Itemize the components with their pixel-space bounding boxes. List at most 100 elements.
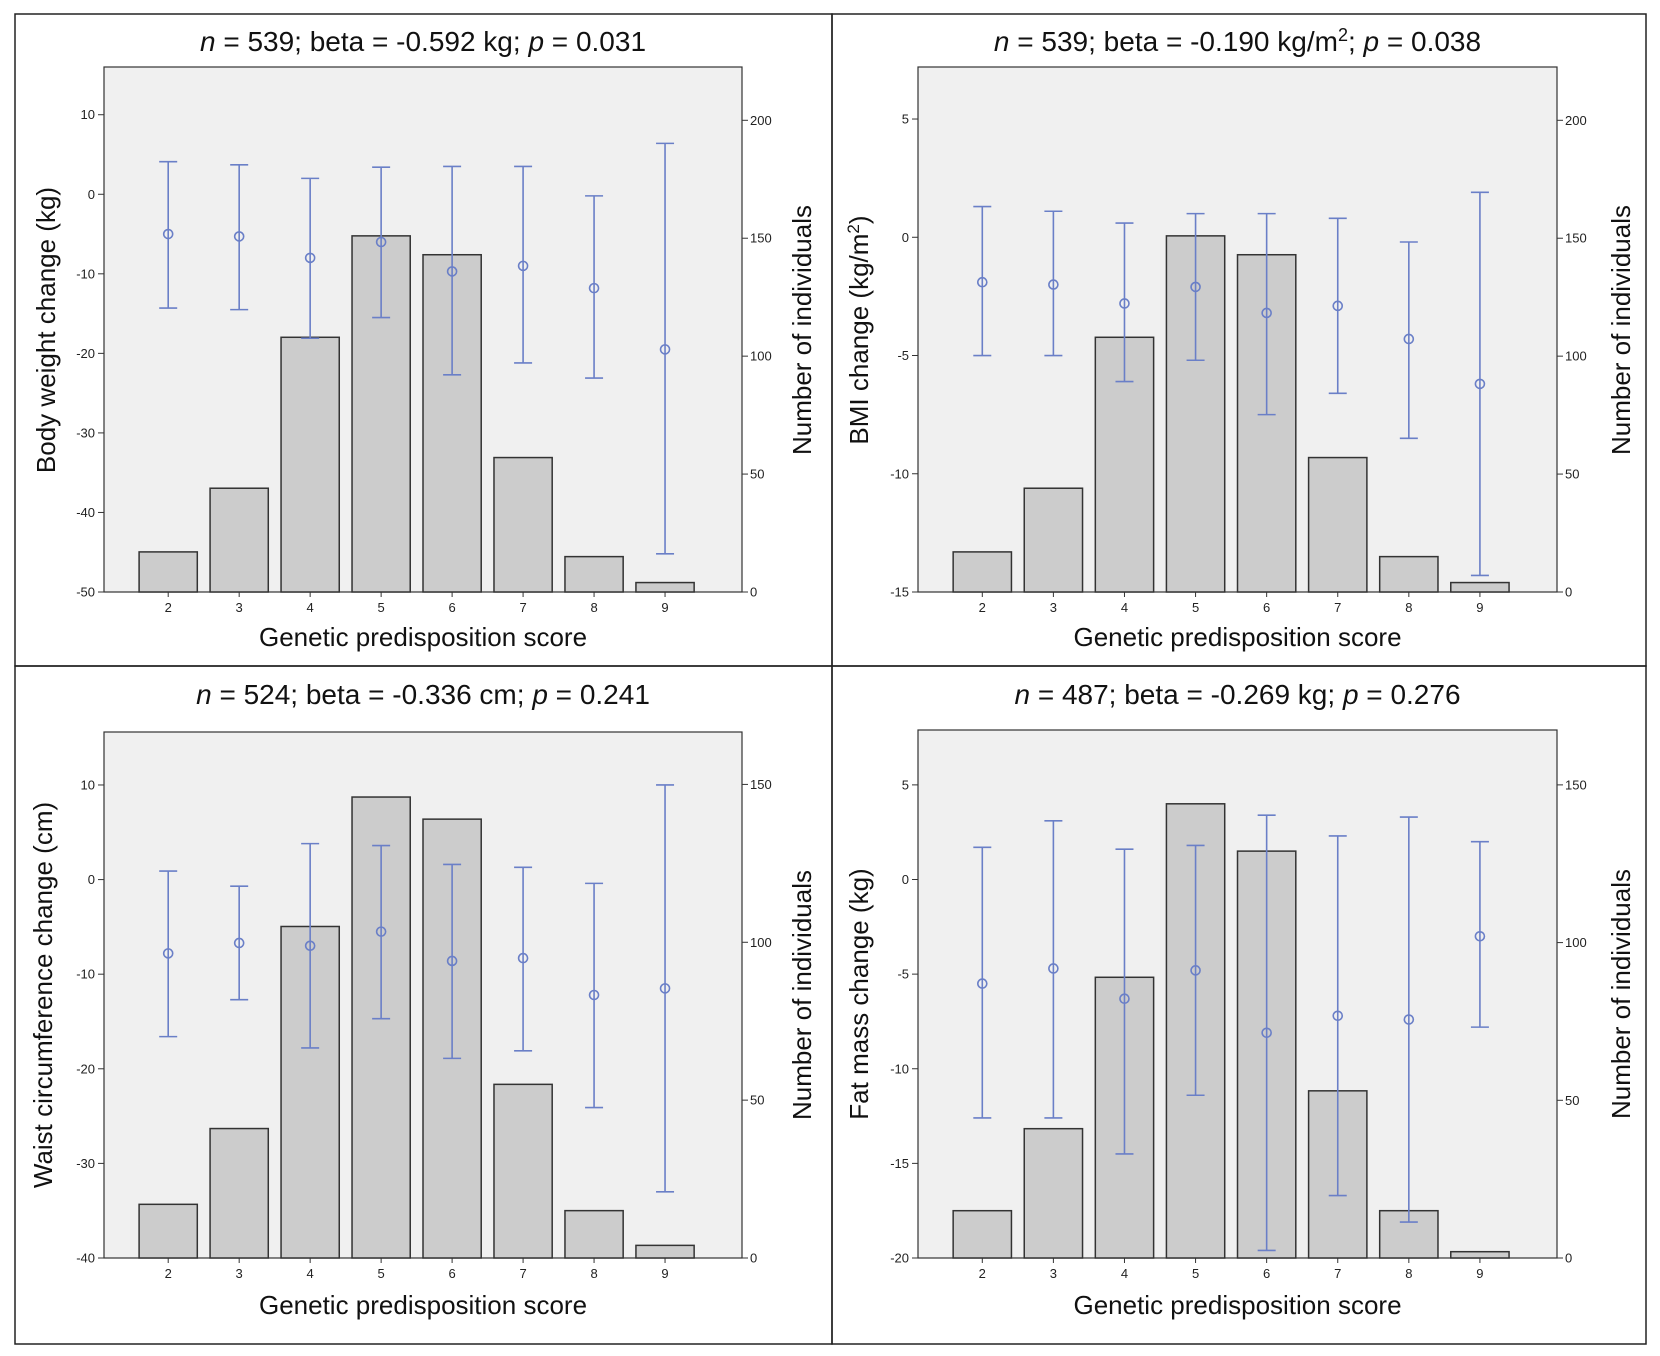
mean-point bbox=[162, 228, 174, 240]
y-tick-label: -15 bbox=[890, 1156, 909, 1171]
y-tick-label: -5 bbox=[897, 967, 909, 982]
mean-point bbox=[1332, 300, 1344, 312]
y-tick-label: -10 bbox=[76, 967, 95, 982]
y-tick-label: 0 bbox=[902, 872, 909, 887]
mean-point bbox=[1190, 965, 1201, 976]
title-p-symbol: p bbox=[531, 679, 548, 710]
x-tick-label: 6 bbox=[1263, 600, 1270, 615]
title-n-symbol: n bbox=[200, 26, 216, 57]
y2-tick-label: 100 bbox=[1565, 935, 1587, 950]
y-tick-label: -30 bbox=[76, 1156, 95, 1171]
y2-tick-label: 200 bbox=[1565, 113, 1587, 128]
x-tick-label: 7 bbox=[1334, 600, 1341, 615]
y-axis-title-main: BMI change (kg/m bbox=[844, 234, 874, 445]
count-bar bbox=[280, 336, 341, 593]
y-tick-label: -40 bbox=[76, 505, 95, 520]
y2-tick-label: 0 bbox=[1565, 585, 1572, 600]
y2-tick-label: 50 bbox=[1565, 1093, 1579, 1108]
title-n-symbol: n bbox=[196, 679, 212, 710]
mean-point bbox=[1403, 333, 1415, 345]
x-tick-label: 8 bbox=[1405, 1266, 1412, 1281]
y-tick-label: -15 bbox=[890, 585, 909, 600]
title-p-text: = 0.241 bbox=[548, 679, 650, 710]
y-tick-label: -10 bbox=[890, 466, 909, 481]
y-axis-title: Fat mass change (kg) bbox=[844, 868, 874, 1119]
x-axis-title: Genetic predisposition score bbox=[1073, 1290, 1401, 1320]
mean-point bbox=[976, 276, 988, 288]
mean-point bbox=[1261, 307, 1272, 319]
count-bar bbox=[564, 1209, 624, 1259]
title-p-symbol: p bbox=[1363, 26, 1380, 57]
y-tick-label: -50 bbox=[76, 585, 95, 600]
mean-point bbox=[517, 952, 529, 964]
chart-panel-2: n = 539; beta = -0.190 kg/m2; p = 0.038 -… bbox=[844, 25, 1637, 652]
y-tick-label: 0 bbox=[88, 872, 95, 887]
mean-point bbox=[588, 989, 600, 1001]
title-p-text: = 0.038 bbox=[1379, 26, 1481, 57]
title-p-text: = 0.276 bbox=[1359, 679, 1461, 710]
x-tick-label: 4 bbox=[1121, 600, 1128, 615]
y-tick-label: 10 bbox=[81, 777, 95, 792]
mean-point bbox=[1048, 963, 1059, 974]
mean-point bbox=[233, 231, 245, 242]
count-bar bbox=[138, 1203, 199, 1259]
x-tick-label: 7 bbox=[519, 600, 526, 615]
count-bar bbox=[635, 1244, 695, 1259]
x-axis-title: Genetic predisposition score bbox=[259, 622, 587, 652]
x-tick-label: 2 bbox=[979, 1266, 986, 1281]
y-tick-label: -30 bbox=[76, 425, 95, 440]
count-bar bbox=[1023, 1127, 1084, 1259]
title-n-text: = 539; beta = -0.190 kg/m bbox=[1009, 26, 1337, 57]
y2-tick-label: 0 bbox=[750, 585, 757, 600]
y2-axis-title: Number of individuals bbox=[787, 205, 817, 455]
y2-axis-title: Number of individuals bbox=[787, 870, 817, 1120]
y-tick-label: 0 bbox=[902, 230, 909, 245]
y-tick-label: -10 bbox=[76, 266, 95, 281]
x-tick-label: 6 bbox=[1263, 1266, 1270, 1281]
count-bar bbox=[1378, 555, 1439, 593]
x-tick-label: 8 bbox=[1405, 600, 1412, 615]
x-tick-label: 5 bbox=[1192, 600, 1199, 615]
count-bar bbox=[493, 456, 553, 593]
mean-point bbox=[233, 937, 245, 949]
y2-tick-label: 200 bbox=[750, 113, 772, 128]
y2-axis-title: Number of individuals bbox=[1606, 205, 1636, 455]
x-axis-title: Genetic predisposition score bbox=[1073, 622, 1401, 652]
y-axis-title: BMI change (kg/m2) bbox=[844, 215, 875, 444]
y-tick-label: -20 bbox=[890, 1251, 909, 1266]
title-n-symbol: n bbox=[1014, 679, 1030, 710]
mean-point bbox=[1119, 298, 1130, 309]
y-tick-label: -20 bbox=[76, 346, 95, 361]
title-n-symbol: n bbox=[994, 26, 1010, 57]
count-bar bbox=[1450, 1250, 1510, 1259]
chart-title: n = 539; beta = -0.190 kg/m2; p = 0.038 bbox=[994, 25, 1481, 57]
x-tick-label: 3 bbox=[236, 1266, 243, 1281]
y-axis-title: Body weight change (kg) bbox=[31, 187, 61, 473]
y2-tick-label: 0 bbox=[1565, 1251, 1572, 1266]
title-n-text: = 539; beta = -0.592 kg; bbox=[216, 26, 529, 57]
mean-point bbox=[1119, 993, 1130, 1005]
y-tick-label: 0 bbox=[88, 187, 95, 202]
x-tick-label: 8 bbox=[590, 1266, 597, 1281]
x-tick-label: 9 bbox=[1476, 600, 1483, 615]
y2-tick-label: 50 bbox=[750, 1093, 764, 1108]
x-tick-label: 6 bbox=[448, 600, 455, 615]
count-bar bbox=[1307, 456, 1368, 593]
chart-title: n = 487; beta = -0.269 kg; p = 0.276 bbox=[1014, 679, 1460, 710]
title-n-text: = 524; beta = -0.336 cm; bbox=[212, 679, 533, 710]
x-tick-label: 4 bbox=[307, 1266, 314, 1281]
chart-title: n = 524; beta = -0.336 cm; p = 0.241 bbox=[196, 679, 650, 710]
x-tick-label: 9 bbox=[1476, 1266, 1483, 1281]
mean-point bbox=[375, 236, 387, 248]
x-tick-label: 5 bbox=[1192, 1266, 1199, 1281]
y-tick-label: -20 bbox=[76, 1061, 95, 1076]
mean-point bbox=[304, 252, 316, 264]
x-tick-label: 3 bbox=[1050, 1266, 1057, 1281]
panel-border-bottom-right bbox=[831, 665, 1647, 1345]
y2-tick-label: 150 bbox=[1565, 777, 1587, 792]
title-p-symbol: p bbox=[527, 26, 544, 57]
title-p-text: = 0.031 bbox=[544, 26, 646, 57]
y-tick-label: -5 bbox=[897, 348, 909, 363]
count-bar bbox=[635, 581, 695, 593]
